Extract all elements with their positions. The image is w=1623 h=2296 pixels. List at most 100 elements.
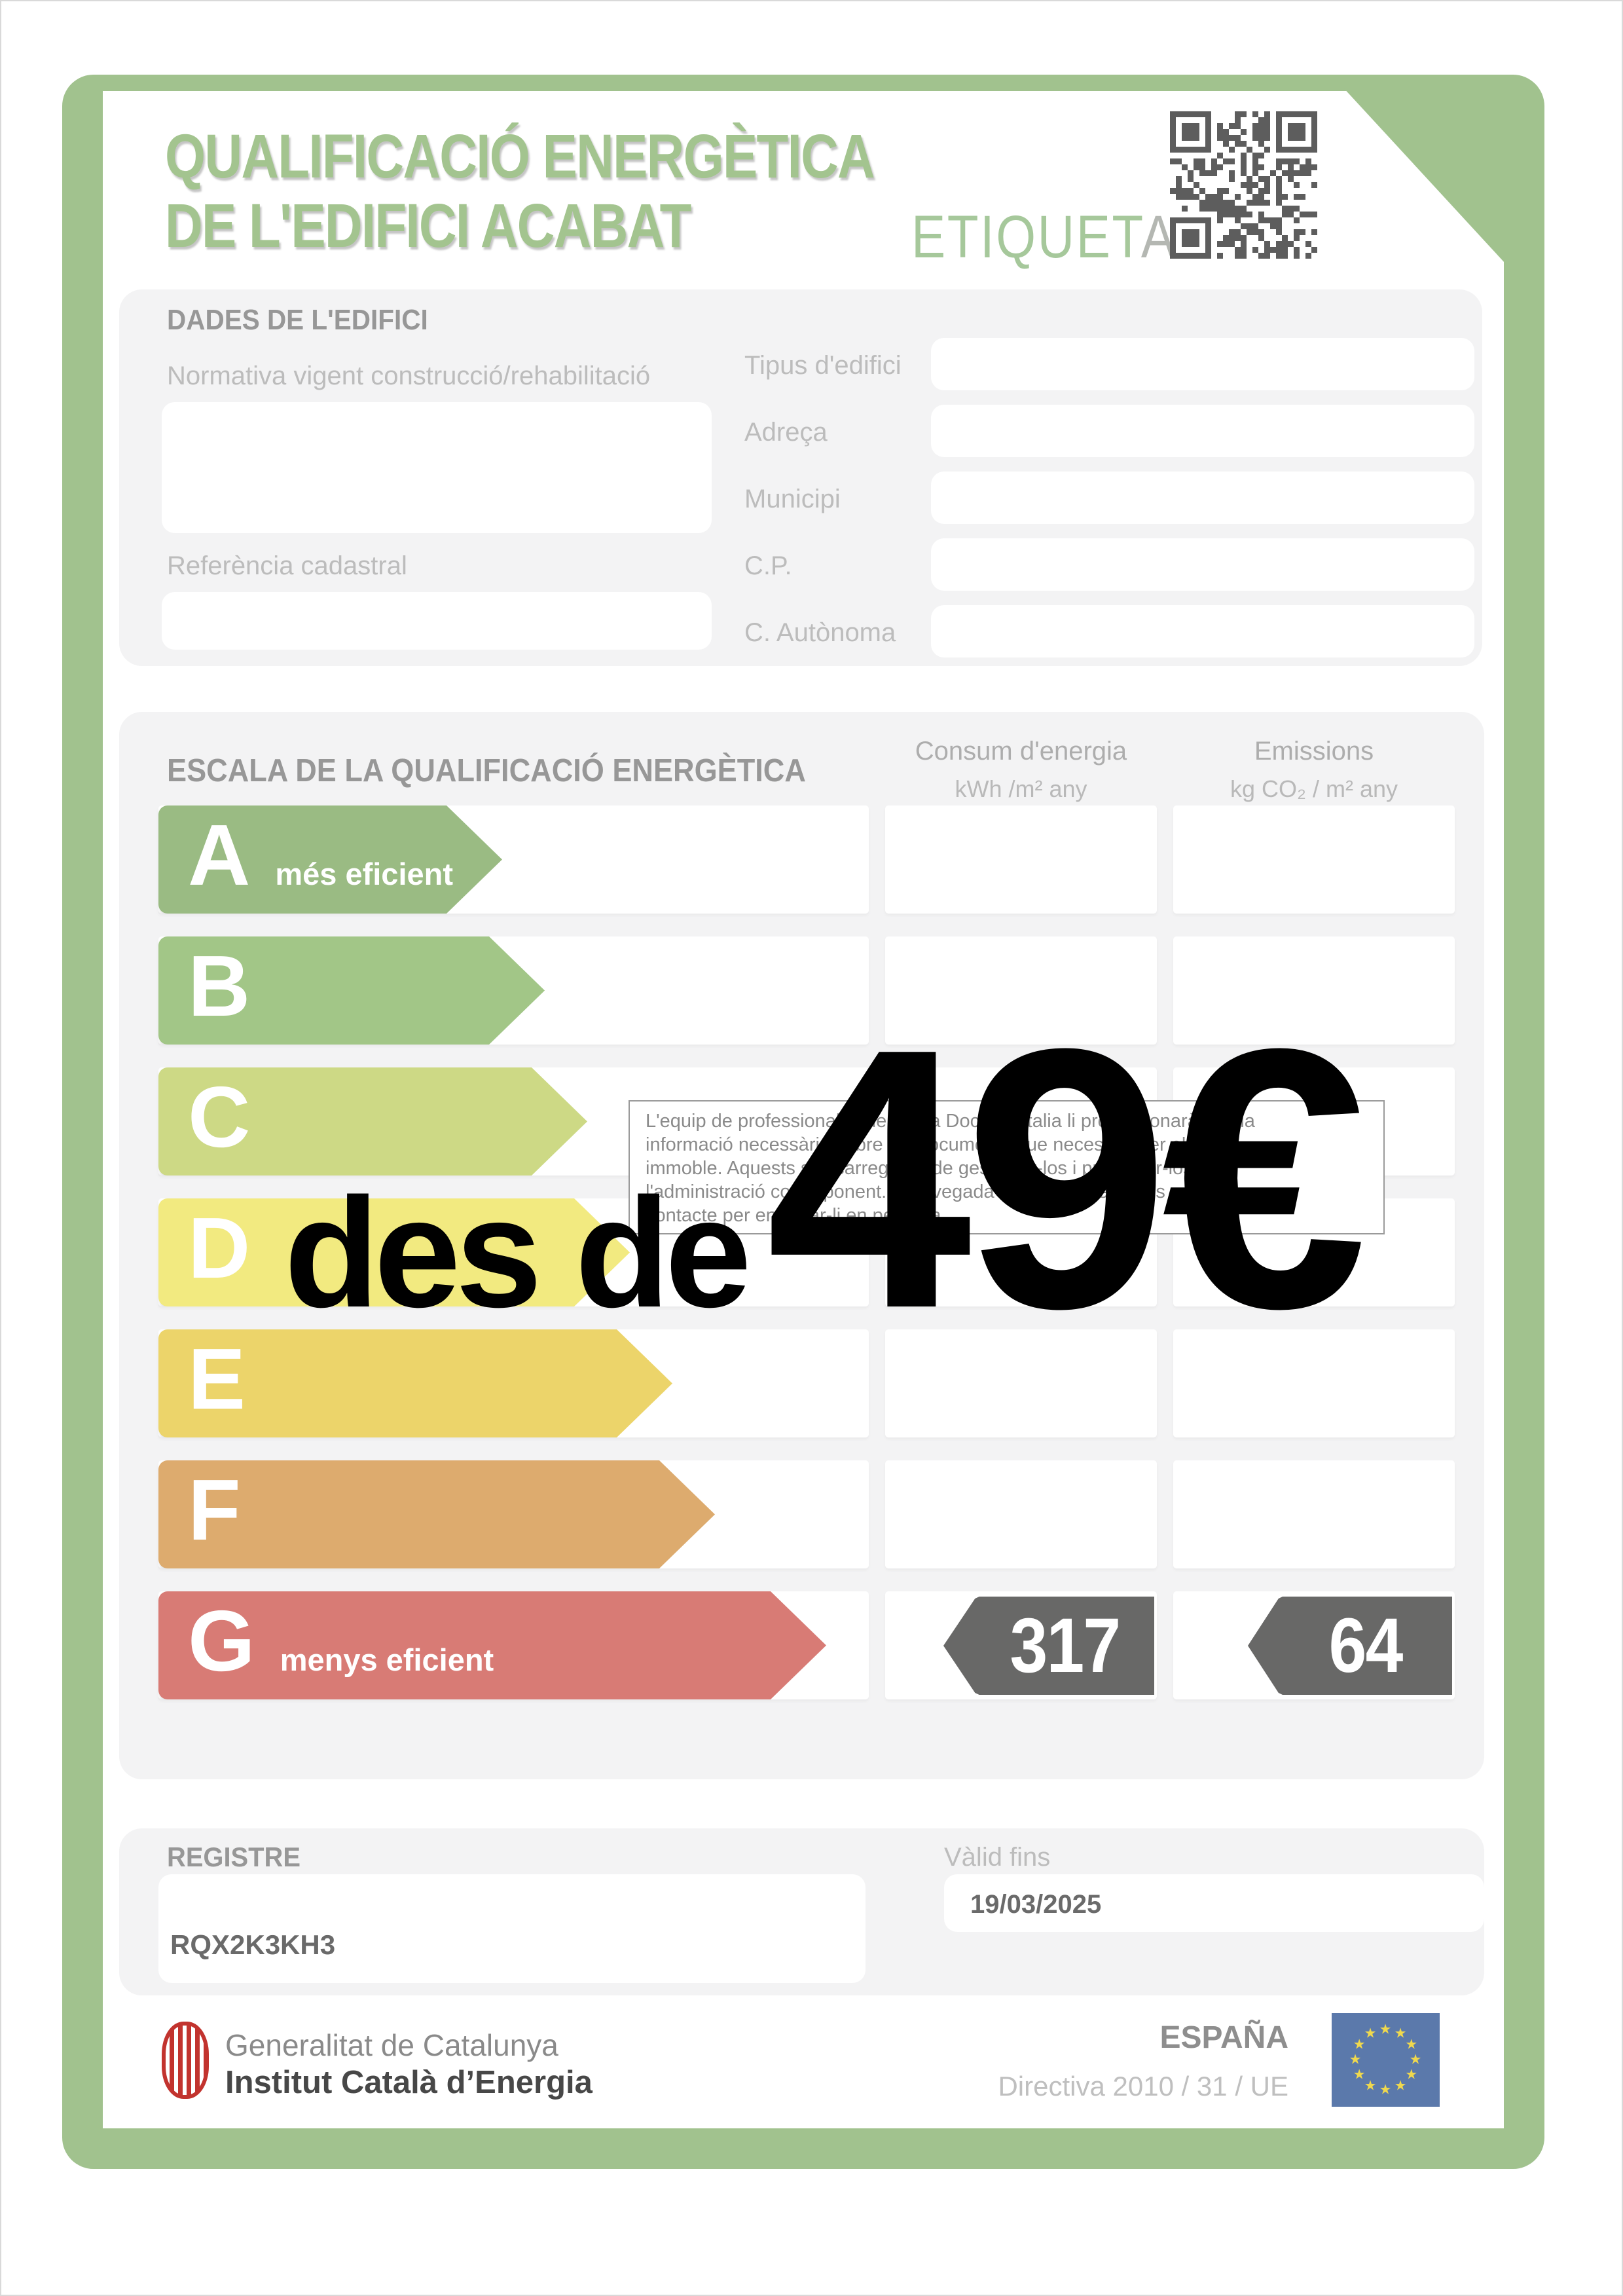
building-data-heading: DADES DE L'EDIFICI <box>167 304 428 336</box>
eu-flag-star: ★ <box>1353 2037 1366 2052</box>
scale-cell-d: D <box>158 1198 869 1306</box>
tipus-edifici-field[interactable] <box>931 338 1474 390</box>
normativa-label: Normativa vigent construcció/rehabilitac… <box>167 361 651 390</box>
eu-flag-star: ★ <box>1394 2078 1407 2094</box>
eu-flag-star: ★ <box>1405 2067 1418 2083</box>
rating-row-e: E <box>158 1329 1455 1437</box>
emissions-cell-e <box>1173 1329 1455 1437</box>
referencia-cadastral-field[interactable] <box>162 592 712 650</box>
eu-flag-star: ★ <box>1405 2037 1418 2052</box>
registry-code-field[interactable]: RQX2K3KH3 <box>158 1874 866 1983</box>
rating-row-c: C <box>158 1067 1455 1176</box>
registry-section: REGISTRE RQX2K3KH3 Vàlid fins 19/03/2025 <box>119 1828 1484 1995</box>
c-autonoma-label: C. Autònoma <box>744 618 896 647</box>
eu-flag-star: ★ <box>1379 2082 1392 2098</box>
price-prefix: des de <box>284 1166 752 1340</box>
rating-grade-c: C <box>188 1069 251 1165</box>
eu-flag-star: ★ <box>1349 2052 1362 2067</box>
rating-bar-b: B <box>158 936 545 1045</box>
directive-label: Directiva 2010 / 31 / UE <box>998 2071 1288 2102</box>
rating-grade-a: A <box>188 807 251 903</box>
c-autonoma-field[interactable] <box>931 605 1474 657</box>
consum-cell-f <box>885 1460 1157 1568</box>
emissions-cell-a <box>1173 805 1455 914</box>
emissions-cell-b <box>1173 936 1455 1045</box>
consum-column-unit: kWh /m² any <box>955 775 1087 802</box>
generalitat-shield-logo <box>162 2022 209 2099</box>
green-frame <box>62 75 1544 2169</box>
registry-code-value: RQX2K3KH3 <box>170 1929 336 1960</box>
rating-grade-f: F <box>188 1462 241 1558</box>
org-name-line1: Generalitat de Catalunya <box>225 2028 558 2062</box>
rating-caption-a: més eficient <box>275 857 454 891</box>
eu-flag-star: ★ <box>1364 2078 1377 2094</box>
cp-label: C.P. <box>744 551 792 580</box>
registry-heading: REGISTRE <box>167 1842 301 1872</box>
energy-scale-section: ESCALA DE LA QUALIFICACIÓ ENERGÈTICA Con… <box>119 712 1484 1779</box>
cp-field[interactable] <box>931 538 1474 591</box>
consum-cell-g: 317 <box>885 1591 1157 1699</box>
eu-flag: ★ ★ ★ ★ ★ ★ ★ ★ ★ ★ ★ ★ <box>1332 2013 1440 2107</box>
rating-grade-d: D <box>188 1200 251 1296</box>
rating-bar-d: D <box>158 1198 630 1306</box>
adreca-label: Adreça <box>744 418 828 447</box>
emissions-value-tag: 64 <box>1248 1597 1452 1695</box>
rating-row-f: F <box>158 1460 1455 1568</box>
energy-scale-heading: ESCALA DE LA QUALIFICACIÓ ENERGÈTICA <box>167 753 806 788</box>
etiqueta-label: ETIQUETA <box>911 203 1177 272</box>
consum-column-title: Consum d'energia <box>915 737 1127 766</box>
rating-grade-g: G <box>188 1593 255 1689</box>
page-title-line2: DE L'EDIFICI ACABAT <box>165 191 691 261</box>
org-name-line2: Institut Català d’Energia <box>225 2065 593 2100</box>
service-info-line: l'administració corresponent. Una vegada… <box>646 1181 1255 1202</box>
referencia-cadastral-label: Referència cadastral <box>167 551 407 580</box>
country-label: ESPAÑA <box>1159 2020 1288 2055</box>
consum-value-tag: 317 <box>943 1597 1154 1695</box>
service-info-line: informació necessària sobre els document… <box>646 1134 1222 1155</box>
municipi-field[interactable] <box>931 472 1474 524</box>
qr-code <box>1170 111 1317 259</box>
scale-cell-e: E <box>158 1329 869 1437</box>
emissions-column-title: Emissions <box>1254 737 1374 766</box>
eu-flag-star: ★ <box>1364 2026 1377 2041</box>
normativa-field[interactable] <box>162 402 712 533</box>
eu-flag-star: ★ <box>1379 2022 1392 2037</box>
tipus-edifici-label: Tipus d'edifici <box>744 351 902 380</box>
scale-cell-b: B <box>158 936 869 1045</box>
valid-until-label: Vàlid fins <box>944 1843 1051 1872</box>
eu-flag-star: ★ <box>1409 2052 1422 2067</box>
adreca-field[interactable] <box>931 405 1474 457</box>
rating-bar-f: F <box>158 1460 715 1568</box>
rating-bar-e: E <box>158 1329 672 1437</box>
price-amount: 49€ <box>765 972 1368 1385</box>
emissions-value: 64 <box>1328 1602 1404 1689</box>
service-info-line: immoble. Aquests s'encarregaran de gesti… <box>646 1158 1209 1179</box>
emissions-cell-f <box>1173 1460 1455 1568</box>
rating-row-b: B <box>158 936 1455 1045</box>
rating-caption-g: menys eficient <box>280 1642 494 1677</box>
eu-flag-star: ★ <box>1353 2067 1366 2083</box>
rating-grade-b: B <box>188 938 251 1034</box>
building-data-section: DADES DE L'EDIFICI Normativa vigent cons… <box>119 289 1482 666</box>
consum-column-header: Consum d'energia kWh /m² any <box>885 737 1157 803</box>
service-info-line: L'equip de professionals que forma Docum… <box>646 1111 1255 1132</box>
page-title-line1: QUALIFICACIÓ ENERGÈTICA <box>165 122 875 191</box>
consum-cell-a <box>885 805 1157 914</box>
valid-until-date: 19/03/2025 <box>970 1890 1102 1919</box>
scale-cell-f: F <box>158 1460 869 1568</box>
valid-until-field[interactable]: 19/03/2025 <box>944 1874 1484 1932</box>
service-info-line: contacte per entregar-li en persona. <box>646 1205 947 1226</box>
etiqueta-label-main: ETIQUET <box>911 204 1141 270</box>
emissions-column-header: Emissions kg CO₂ / m² any <box>1173 737 1455 803</box>
emissions-column-unit: kg CO₂ / m² any <box>1230 775 1398 802</box>
eu-flag-star: ★ <box>1394 2026 1407 2041</box>
consum-cell-b <box>885 936 1157 1045</box>
emissions-cell-g: 64 <box>1173 1591 1455 1699</box>
